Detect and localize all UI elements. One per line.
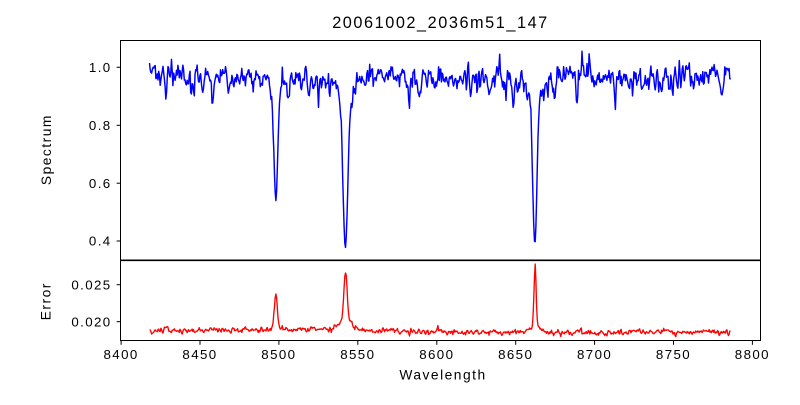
svg-text:8800: 8800 bbox=[735, 347, 770, 362]
svg-text:0.4: 0.4 bbox=[89, 234, 112, 249]
svg-text:8750: 8750 bbox=[656, 347, 691, 362]
svg-text:8450: 8450 bbox=[182, 347, 217, 362]
svg-text:1.0: 1.0 bbox=[89, 60, 112, 75]
svg-text:20061002_2036m51_147: 20061002_2036m51_147 bbox=[332, 14, 549, 32]
svg-text:8650: 8650 bbox=[498, 347, 533, 362]
svg-text:0.8: 0.8 bbox=[89, 118, 112, 133]
svg-text:8600: 8600 bbox=[419, 347, 454, 362]
svg-text:0.020: 0.020 bbox=[71, 314, 111, 329]
svg-text:Error: Error bbox=[39, 282, 54, 320]
svg-text:8550: 8550 bbox=[340, 347, 375, 362]
svg-text:0.025: 0.025 bbox=[71, 277, 111, 292]
svg-text:Wavelength: Wavelength bbox=[399, 368, 486, 383]
svg-text:Spectrum: Spectrum bbox=[39, 114, 54, 185]
svg-text:8500: 8500 bbox=[261, 347, 296, 362]
svg-text:0.6: 0.6 bbox=[89, 176, 112, 191]
svg-text:8400: 8400 bbox=[104, 347, 139, 362]
svg-text:8700: 8700 bbox=[577, 347, 612, 362]
